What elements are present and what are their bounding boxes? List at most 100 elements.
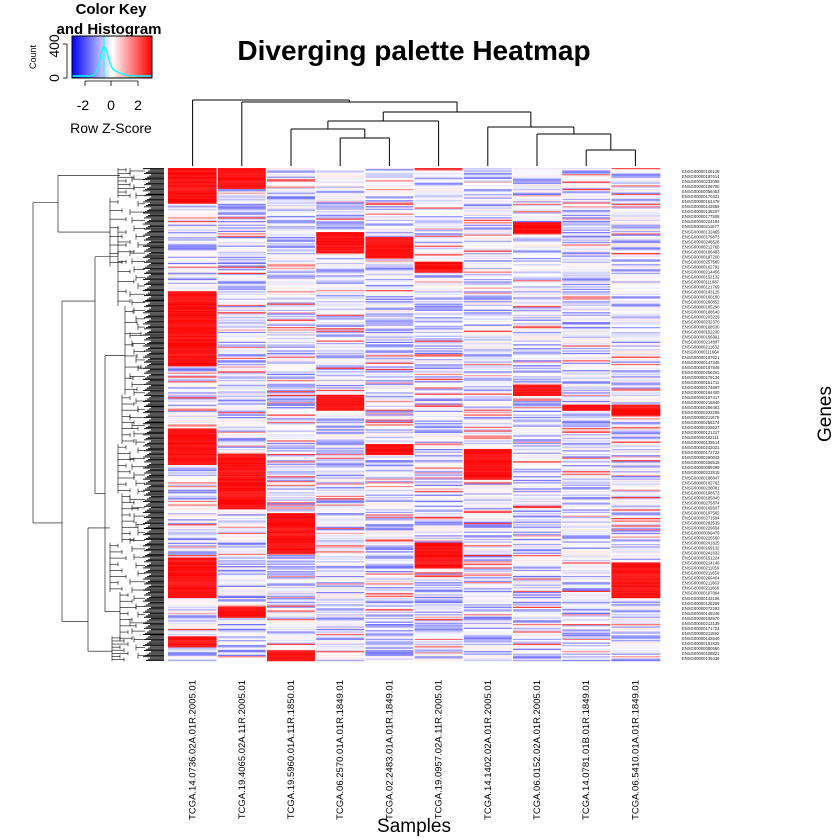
heatmap-cell: [364, 256, 415, 259]
heatmap-cell: [168, 468, 218, 471]
heatmap-cell: [266, 381, 316, 383]
heatmap-cell: [364, 388, 415, 391]
heatmap-cell: [463, 620, 513, 622]
heatmap-cell: [364, 335, 415, 338]
heatmap-cell: [266, 585, 316, 588]
heatmap-cell: [168, 514, 218, 516]
heatmap-cell: [414, 519, 464, 521]
heatmap-cell: [217, 506, 267, 509]
heatmap-cell: [561, 594, 612, 596]
heatmap-cell: [315, 287, 366, 290]
heatmap-cell: [364, 488, 415, 490]
heatmap-cell: [561, 516, 612, 519]
heatmap-cell: [463, 204, 513, 207]
heatmap-cell: [610, 377, 661, 379]
heatmap-cell: [315, 404, 366, 407]
heatmap-cell: [315, 503, 366, 505]
heatmap-cell: [315, 419, 366, 421]
gene-label: ENSG00000090560: [682, 646, 720, 651]
heatmap-cell: [512, 391, 562, 393]
heatmap-cell: [266, 329, 316, 331]
heatmap-cell: [168, 338, 218, 340]
heatmap-cell: [315, 204, 366, 207]
heatmap-cell: [364, 261, 415, 264]
heatmap-cell: [512, 485, 562, 488]
heatmap-cell: [463, 333, 513, 335]
heatmap-cell: [266, 174, 316, 176]
heatmap-cell: [512, 366, 562, 368]
heatmap-cell: [512, 585, 562, 588]
heatmap-cell: [561, 420, 612, 423]
heatmap-cell: [463, 271, 513, 274]
heatmap-cell: [217, 504, 267, 506]
heatmap-cell: [168, 171, 218, 174]
heatmap-cell: [364, 562, 415, 564]
heatmap-cell: [561, 514, 612, 516]
heatmap-cell: [266, 577, 316, 579]
heatmap-cell: [364, 414, 415, 416]
gene-label: ENSG00000139514: [682, 440, 720, 445]
heatmap-cell: [463, 419, 513, 421]
heatmap-cell: [364, 643, 415, 646]
heatmap-cell: [364, 442, 415, 445]
heatmap-cell: [168, 600, 218, 603]
heatmap-cell: [463, 388, 513, 391]
gene-label: ENSG00000275874: [682, 500, 720, 505]
heatmap-cell: [414, 171, 464, 174]
heatmap-cell: [364, 320, 415, 323]
heatmap-cell: [266, 378, 316, 381]
heatmap-cell: [561, 640, 612, 642]
heatmap-cell: [266, 575, 316, 578]
heatmap-cell: [561, 357, 612, 360]
heatmap-cell: [168, 595, 218, 598]
heatmap-cell: [266, 477, 316, 479]
gene-label: ENSG00000187200: [682, 254, 720, 259]
heatmap-cell: [414, 526, 464, 529]
heatmap-cell: [364, 197, 415, 200]
heatmap-cell: [315, 298, 366, 301]
heatmap-cell: [414, 272, 464, 275]
heatmap-cell: [512, 638, 562, 641]
heatmap-cell: [610, 519, 661, 521]
heatmap-cell: [315, 190, 366, 192]
heatmap-cell: [364, 324, 415, 327]
heatmap-cell: [561, 642, 612, 644]
heatmap-cell: [512, 541, 562, 543]
heatmap-cell: [561, 482, 612, 484]
heatmap-cell: [364, 416, 415, 419]
heatmap-cell: [266, 296, 316, 298]
heatmap-cell: [266, 350, 316, 352]
heatmap-cell: [512, 259, 562, 261]
heatmap-cell: [217, 408, 267, 410]
heatmap-cell: [266, 450, 316, 452]
heatmap-cell: [414, 256, 464, 259]
heatmap-cell: [168, 578, 218, 580]
heatmap-cell: [561, 494, 612, 497]
heatmap-cell: [463, 283, 513, 286]
heatmap-cell: [315, 569, 366, 572]
heatmap-cell: [266, 538, 316, 541]
heatmap-cell: [512, 200, 562, 202]
heatmap-cell: [364, 399, 415, 402]
heatmap-cell: [414, 277, 464, 280]
heatmap-cell: [315, 610, 366, 612]
heatmap-cell: [463, 547, 513, 550]
heatmap-cell: [610, 218, 661, 221]
heatmap-cell: [315, 546, 366, 548]
heatmap-cell: [364, 577, 415, 579]
heatmap-cell: [364, 245, 415, 248]
heatmap-cell: [512, 367, 562, 370]
heatmap-cell: [168, 399, 218, 402]
heatmap-cell: [512, 652, 562, 654]
heatmap-cell: [364, 515, 415, 518]
heatmap-cell: [168, 577, 218, 579]
heatmap-cell: [610, 410, 661, 413]
heatmap-cell: [610, 245, 661, 248]
heatmap-cell: [414, 278, 464, 281]
heatmap-cell: [266, 313, 316, 315]
heatmap-cell: [463, 323, 513, 325]
heatmap-cell: [610, 341, 661, 344]
heatmap-cell: [168, 525, 218, 527]
heatmap-cell: [512, 509, 562, 511]
heatmap-cell: [463, 437, 513, 440]
